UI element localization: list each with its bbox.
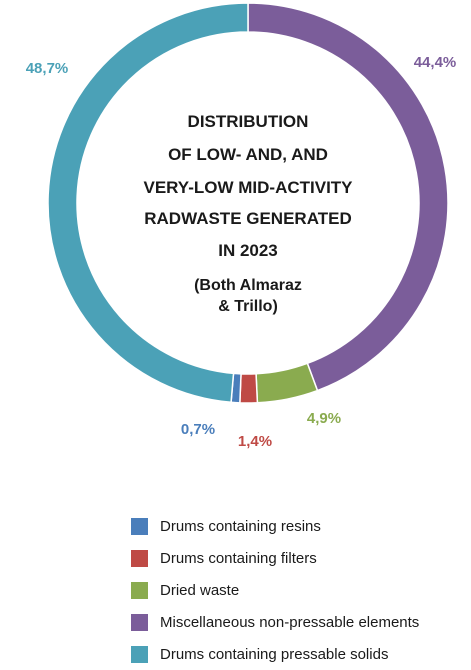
pct-label-drums-containing-pressable-solids: 48,7% (26, 60, 69, 77)
legend-swatch-filters (131, 549, 148, 567)
center-title: DISTRIBUTION OF LOW- AND, AND VERY-LOW M… (143, 112, 353, 315)
legend-swatch-misc-non-pressable (131, 613, 148, 631)
center-subtitle-line-1: (Both Almaraz (194, 277, 302, 294)
legend-label-misc-non-pressable: Miscellaneous non-pressable elements (160, 613, 420, 631)
pct-label-dried-waste: 4,9% (307, 410, 341, 427)
legend-item-pressable-solids: Drums containing pressable solids (131, 638, 419, 670)
center-title-line-3: VERY-LOW MID-ACTIVITY (143, 178, 353, 197)
donut-slices (47, 2, 449, 404)
slice-dried-waste (255, 362, 319, 404)
percentage-labels: 44,4% 4,9% 1,4% 0,7% 48,7% (26, 54, 457, 450)
legend-swatch-pressable-solids (131, 645, 148, 663)
center-title-line-4: RADWASTE GENERATED (144, 209, 351, 228)
legend-label-filters: Drums containing filters (160, 549, 317, 567)
legend-label-resins: Drums containing resins (160, 517, 321, 535)
pct-label-drums-containing-filters: 1,4% (238, 433, 272, 450)
slice-drums-containing-filters (239, 373, 259, 404)
legend-swatch-resins (131, 517, 148, 535)
legend-item-resins: Drums containing resins (131, 510, 419, 542)
center-title-line-5: IN 2023 (218, 241, 278, 260)
legend-label-pressable-solids: Drums containing pressable solids (160, 645, 389, 663)
legend-item-misc-non-pressable: Miscellaneous non-pressable elements (131, 606, 419, 638)
center-title-line-2: OF LOW- AND, AND (168, 145, 328, 164)
chart-legend: Drums containing resins Drums containing… (131, 510, 419, 670)
pct-label-drums-containing-resins: 0,7% (181, 421, 215, 438)
legend-item-filters: Drums containing filters (131, 542, 419, 574)
pct-label-miscellaneous-non-pressable-elements: 44,4% (414, 54, 457, 71)
legend-swatch-dried-waste (131, 581, 148, 599)
legend-label-dried-waste: Dried waste (160, 581, 240, 599)
slice-drums-containing-pressable-solids (47, 2, 249, 404)
legend-item-dried-waste: Dried waste (131, 574, 419, 606)
center-title-line-1: DISTRIBUTION (188, 112, 309, 131)
center-subtitle-line-2: & Trillo) (218, 298, 278, 315)
